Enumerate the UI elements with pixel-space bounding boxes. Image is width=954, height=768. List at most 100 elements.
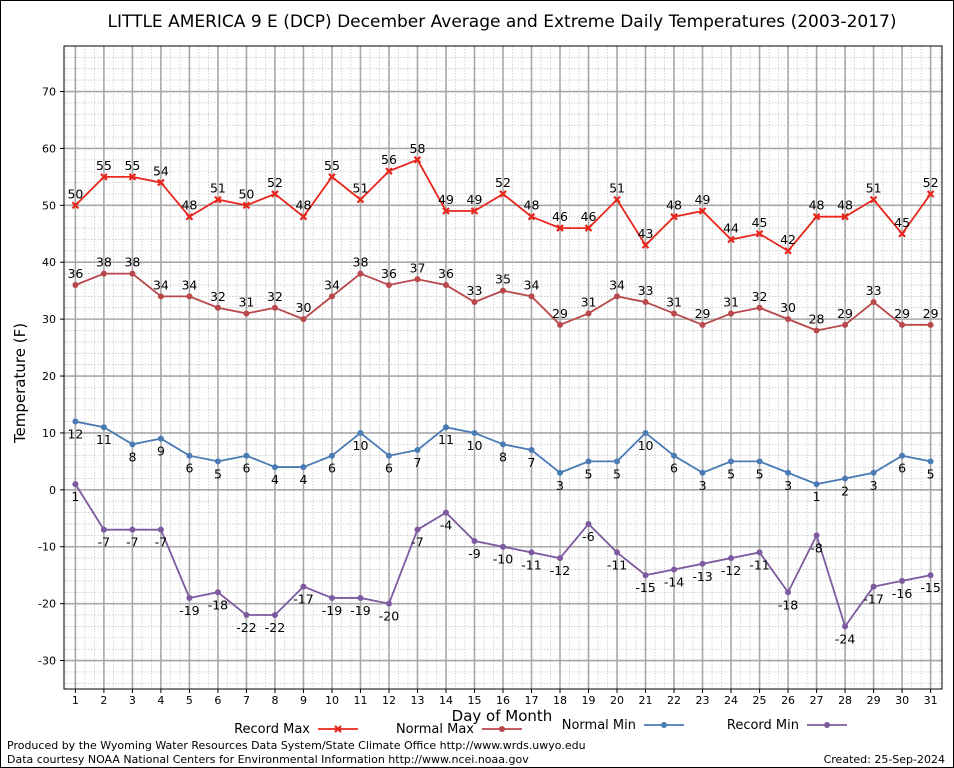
data-point (442, 207, 450, 215)
data-label: 29 (894, 306, 910, 321)
data-label: -6 (582, 529, 595, 544)
legend-label: Normal Max (396, 722, 474, 737)
data-point (72, 418, 79, 425)
data-point (557, 469, 564, 476)
data-point (242, 201, 251, 210)
data-point (927, 321, 934, 328)
data-label: 7 (414, 455, 422, 470)
data-point (614, 549, 621, 556)
data-label: 3 (870, 478, 878, 493)
data-point (500, 441, 506, 448)
data-point (243, 612, 250, 619)
data-label: 6 (670, 461, 678, 476)
data-point (927, 458, 934, 465)
data-label: 45 (752, 215, 768, 230)
data-label: 58 (410, 141, 426, 156)
x-tick-label: 28 (838, 694, 852, 707)
x-tick-label: 18 (553, 694, 567, 707)
x-axis-ticks: 1 2 3 4 5 6 7 8 9 10 11 12 13 14 15 16 17 18 19 20 21 22 23 24 2… (72, 689, 938, 707)
data-point (243, 452, 250, 459)
data-point (842, 321, 849, 328)
data-point (812, 212, 821, 221)
data-label: 49 (438, 192, 454, 207)
data-label: 51 (353, 181, 369, 196)
data-label: 6 (898, 461, 906, 476)
data-point (557, 555, 564, 562)
data-label: 55 (124, 158, 140, 173)
data-label: 11 (438, 432, 454, 447)
legend-label: Normal Min (562, 718, 636, 733)
x-tick-label: 23 (696, 694, 710, 707)
y-tick-label: 20 (42, 370, 56, 383)
data-point (642, 429, 649, 436)
data-label: 46 (581, 209, 597, 224)
data-point (299, 212, 308, 221)
data-point (870, 469, 877, 476)
x-tick-label: 3 (129, 694, 136, 707)
legend: Record Max Normal Max Normal Min Record Min (234, 718, 847, 737)
data-label: 6 (242, 461, 250, 476)
data-label: 10 (353, 438, 369, 453)
x-tick-label: 4 (157, 694, 164, 707)
data-point (413, 156, 422, 164)
data-label: -19 (322, 603, 342, 618)
data-label: 55 (324, 158, 340, 173)
data-label: 49 (695, 192, 711, 207)
data-label: -17 (863, 592, 883, 607)
data-label: 7 (528, 455, 536, 470)
data-label: 29 (552, 306, 568, 321)
data-label: 36 (381, 266, 397, 281)
data-label: 48 (181, 198, 197, 213)
data-point (414, 276, 421, 283)
data-label: 36 (67, 266, 83, 281)
data-point (642, 299, 649, 306)
data-label: 46 (552, 209, 568, 224)
y-tick-label: 60 (42, 142, 56, 155)
data-label: 5 (214, 466, 222, 481)
data-label: 52 (267, 175, 283, 190)
data-point (71, 201, 80, 210)
data-point (157, 178, 165, 187)
data-label: 6 (328, 461, 336, 476)
data-label: 54 (153, 164, 169, 179)
data-label: 32 (752, 289, 768, 304)
data-point (641, 241, 650, 249)
data-point (470, 207, 479, 215)
legend-item: Record Max (234, 722, 358, 737)
data-point (842, 623, 849, 630)
data-label: -7 (411, 535, 423, 550)
data-label: -13 (692, 569, 712, 584)
data-label: 35 (495, 272, 511, 287)
data-label: -12 (721, 563, 741, 578)
data-point (728, 555, 735, 562)
x-axis-label: Day of Month (452, 707, 553, 725)
data-label: 52 (495, 175, 511, 190)
data-point (813, 481, 820, 488)
data-point (356, 195, 365, 204)
data-label: -8 (810, 540, 823, 555)
data-point (671, 452, 678, 459)
data-point (214, 304, 221, 311)
data-label: 50 (67, 186, 83, 201)
data-label: 48 (524, 198, 540, 213)
data-point (499, 190, 507, 198)
data-label: 5 (585, 466, 593, 481)
x-tick-label: 2 (100, 694, 107, 707)
data-label: 45 (894, 215, 910, 230)
data-label: 48 (666, 198, 682, 213)
data-point (243, 310, 250, 317)
data-label: 2 (841, 483, 849, 498)
x-tick-label: 8 (271, 694, 278, 707)
data-label: -15 (635, 580, 655, 595)
data-point (357, 270, 364, 277)
data-label: 30 (296, 300, 312, 315)
data-label: 28 (809, 312, 825, 327)
legend-label: Record Min (727, 718, 799, 733)
data-point (271, 612, 278, 619)
x-tick-label: 19 (582, 694, 596, 707)
data-point (214, 458, 221, 465)
data-label: 34 (153, 277, 169, 292)
data-label: -16 (892, 586, 912, 601)
data-point (870, 583, 877, 590)
y-axis-label: Temperature (F) (11, 323, 29, 444)
